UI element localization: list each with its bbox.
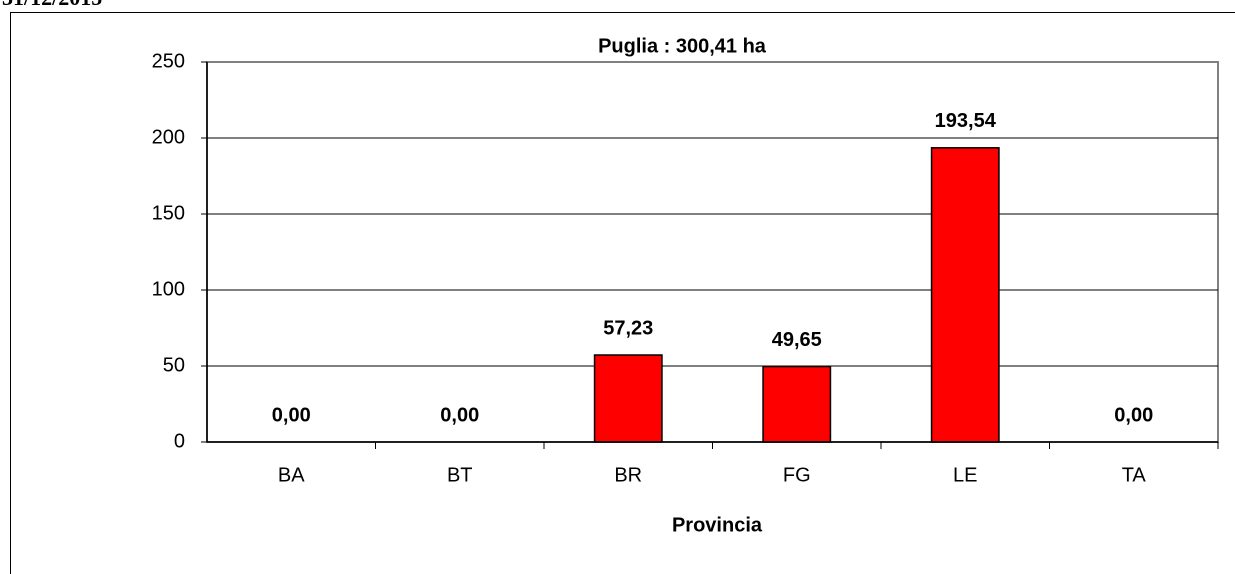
y-tick-label: 200 <box>152 126 185 148</box>
value-label: 57,23 <box>603 317 653 339</box>
bar <box>762 365 832 443</box>
value-label: 0,00 <box>1114 404 1153 426</box>
date: 31/12/2015 <box>2 0 102 10</box>
value-label: 0,00 <box>440 404 479 426</box>
x-tick-label: BR <box>614 464 642 486</box>
value-label: 0,00 <box>272 404 311 426</box>
x-tick-label: BT <box>447 464 473 486</box>
chart-title: Puglia : 300,41 ha <box>598 35 767 57</box>
bar <box>593 354 663 443</box>
value-label: 49,65 <box>772 329 822 351</box>
y-tick-label: 0 <box>174 430 185 452</box>
x-tick-label: LE <box>953 464 977 486</box>
value-label: 193,54 <box>935 110 997 132</box>
x-tick-label: TA <box>1122 464 1147 486</box>
x-axis-label: Provincia <box>672 514 763 536</box>
frame <box>10 12 1235 574</box>
y-tick-label: 150 <box>152 202 185 224</box>
y-tick-label: 50 <box>163 354 185 376</box>
x-tick-label: BA <box>278 464 305 486</box>
plot-border <box>206 61 1219 443</box>
bar <box>930 147 1000 443</box>
y-tick-label: 250 <box>152 50 185 72</box>
y-tick-label: 100 <box>152 278 185 300</box>
x-tick-label: FG <box>783 464 811 486</box>
